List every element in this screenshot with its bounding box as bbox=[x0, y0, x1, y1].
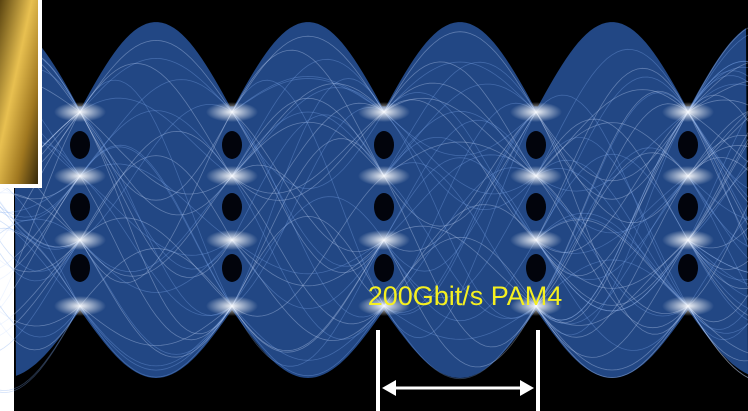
eye-hole bbox=[678, 254, 698, 282]
crossing-glow bbox=[662, 102, 714, 122]
crossing-glow bbox=[510, 230, 562, 250]
eye-hole bbox=[526, 193, 546, 221]
eye-hole bbox=[70, 254, 90, 282]
eye-hole bbox=[678, 131, 698, 159]
eye-hole bbox=[678, 193, 698, 221]
crossing-glow bbox=[662, 296, 714, 316]
crossing-glow bbox=[206, 102, 258, 122]
eye-diagram: 200Gbit/s PAM4 bbox=[0, 0, 748, 411]
page: 200Gbit/s PAM4 (() => { const data = JSO… bbox=[0, 0, 748, 411]
crossing-glow bbox=[662, 166, 714, 186]
eye-hole bbox=[222, 131, 242, 159]
crossing-glow bbox=[54, 296, 106, 316]
crossing-glow bbox=[510, 166, 562, 186]
crossing-glow bbox=[206, 166, 258, 186]
eye-hole bbox=[70, 131, 90, 159]
eye-hole bbox=[222, 254, 242, 282]
crossing-glow bbox=[358, 166, 410, 186]
crossing-glow bbox=[206, 296, 258, 316]
eye-hole bbox=[374, 193, 394, 221]
crossing-glow bbox=[54, 166, 106, 186]
crossing-glow bbox=[54, 230, 106, 250]
crossing-glow bbox=[206, 230, 258, 250]
crossing-glow bbox=[510, 102, 562, 122]
crossing-glow bbox=[54, 102, 106, 122]
eye-hole bbox=[526, 131, 546, 159]
eye-hole bbox=[222, 193, 242, 221]
eye-hole bbox=[526, 254, 546, 282]
annotation: 200Gbit/s PAM4 bbox=[368, 281, 563, 311]
crossing-glow bbox=[662, 230, 714, 250]
crossing-glow bbox=[358, 102, 410, 122]
inset-photo bbox=[0, 0, 40, 185]
eye-hole bbox=[70, 193, 90, 221]
crossing-glow bbox=[358, 230, 410, 250]
eye-hole bbox=[374, 254, 394, 282]
eye-hole bbox=[374, 131, 394, 159]
